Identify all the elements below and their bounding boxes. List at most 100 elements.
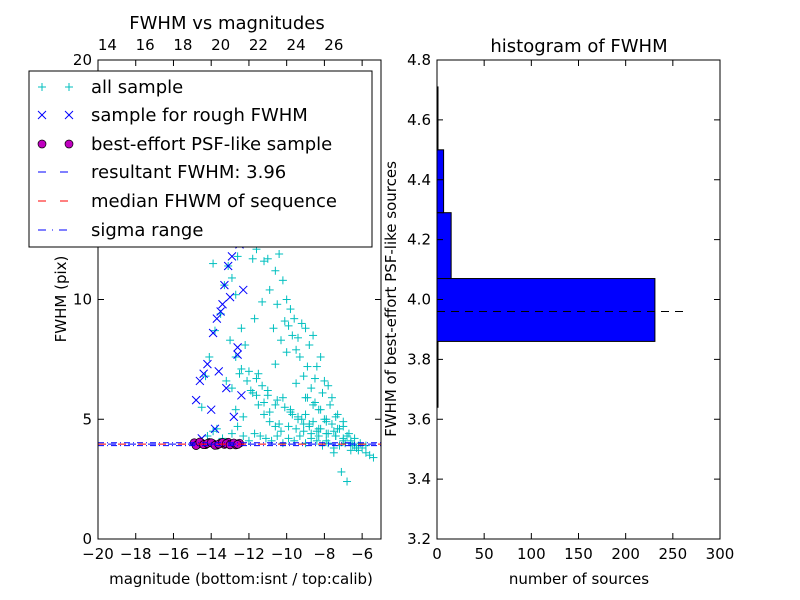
all-sample-point [288, 331, 297, 340]
all-sample-point [265, 408, 274, 417]
x-tick-label: 100 [517, 545, 546, 563]
y-tick-label: 4.8 [407, 51, 431, 69]
all-sample-point [197, 403, 206, 412]
all-sample-point [290, 314, 299, 323]
scatter-x-axis-label: magnitude (bottom:isnt / top:calib) [109, 570, 373, 588]
all-sample-point [226, 336, 235, 345]
all-sample-point [307, 384, 316, 393]
y-tick-label: 4.4 [407, 171, 431, 189]
all-sample-point [297, 319, 306, 328]
all-sample-point [237, 364, 246, 373]
all-sample-point [324, 381, 333, 390]
histogram-y-axis-label: FWHM of best-effort PSF-like sources [382, 161, 400, 437]
all-sample-point [271, 400, 280, 409]
scatter-reference-lines [98, 442, 381, 447]
all-sample-point [290, 436, 299, 445]
all-sample-point [320, 376, 329, 385]
all-sample-point [339, 436, 348, 445]
all-sample-point [265, 417, 274, 426]
legend-label: sample for rough FWHM [91, 105, 308, 126]
top-tick-label: 24 [287, 36, 306, 54]
legend-label: sigma range [91, 220, 203, 241]
all-sample-point [248, 388, 257, 397]
all-sample-point [233, 422, 242, 431]
legend-entry-resultant-fwhm: resultant FWHM: 3.96 [38, 162, 286, 183]
all-sample-point [303, 362, 312, 371]
x-tick-label: −12 [233, 545, 265, 563]
all-sample-point [301, 410, 310, 419]
all-sample-point [250, 314, 259, 323]
all-sample-point [227, 273, 236, 282]
all-sample-point [318, 388, 327, 397]
y-tick-label: 5 [82, 410, 92, 428]
all-sample-point [309, 331, 318, 340]
scatter-legend: all sample sample for rough FWHM best-ef… [28, 70, 373, 248]
all-sample-point [278, 276, 287, 285]
all-sample-point [205, 352, 214, 361]
all-sample-point [286, 305, 295, 314]
all-sample-point [350, 434, 359, 443]
all-sample-point [235, 369, 244, 378]
all-sample-point [326, 400, 335, 409]
all-sample-point [273, 300, 282, 309]
all-sample-point [284, 434, 293, 443]
all-sample-point [244, 436, 253, 445]
all-sample-point [271, 360, 280, 369]
x-tick-label: −8 [313, 545, 335, 563]
legend-box [28, 70, 373, 248]
all-sample-point [233, 252, 242, 261]
legend-entry-rough-sample: sample for rough FWHM [37, 105, 308, 126]
all-sample-point [292, 345, 301, 354]
all-sample-point [258, 297, 267, 306]
all-sample-point [301, 324, 310, 333]
all-sample-point [292, 424, 301, 433]
all-sample-point [209, 259, 218, 268]
x-tick-label: −20 [82, 545, 114, 563]
all-sample-point [282, 295, 291, 304]
all-sample-point [271, 422, 280, 431]
rough-sample-point [223, 261, 233, 271]
all-sample-point [337, 467, 346, 476]
rough-sample-point [216, 307, 225, 316]
all-sample-point [222, 376, 231, 385]
all-sample-point [327, 420, 336, 429]
all-sample-point [307, 429, 316, 438]
rough-sample-point [238, 285, 248, 295]
histogram-x-axis-label: number of sources [509, 570, 649, 588]
all-sample-point [263, 391, 272, 400]
scatter-panel: −20 −18 −16 −14 −12 −10 −8 −6 0 5 10 20 14 16 18 20 22… [28, 13, 382, 588]
all-sample-point [271, 266, 280, 275]
all-sample-point [243, 376, 252, 385]
circle-marker-icon [37, 139, 74, 149]
all-sample-point [322, 436, 331, 445]
x-tick-label: −14 [195, 545, 227, 563]
all-sample-point [256, 432, 265, 441]
x-marker-icon [37, 110, 74, 120]
all-sample-point [299, 427, 308, 436]
all-sample-point [280, 317, 289, 326]
rough-sample-point [218, 299, 227, 309]
all-sample-point [239, 432, 248, 441]
all-sample-point [314, 424, 323, 433]
all-sample-point [299, 372, 308, 381]
all-sample-point [260, 410, 269, 419]
all-sample-point [277, 336, 286, 345]
all-sample-point [267, 436, 276, 445]
all-sample-point [293, 333, 302, 342]
histogram-bars [436, 86, 656, 408]
legend-label: resultant FWHM: 3.96 [91, 162, 286, 183]
all-sample-point [275, 249, 284, 258]
all-sample-point [344, 429, 353, 438]
all-sample-point [331, 432, 340, 441]
y-tick-label: 4.2 [407, 231, 431, 249]
all-sample-point [265, 285, 274, 294]
rough-sample-point [221, 383, 231, 393]
all-sample-point [316, 352, 325, 361]
all-sample-point [284, 321, 293, 330]
all-sample-point [277, 427, 286, 436]
all-sample-point [312, 436, 321, 445]
all-sample-point [305, 341, 314, 350]
all-sample-point [273, 432, 282, 441]
all-sample-point [278, 393, 287, 402]
